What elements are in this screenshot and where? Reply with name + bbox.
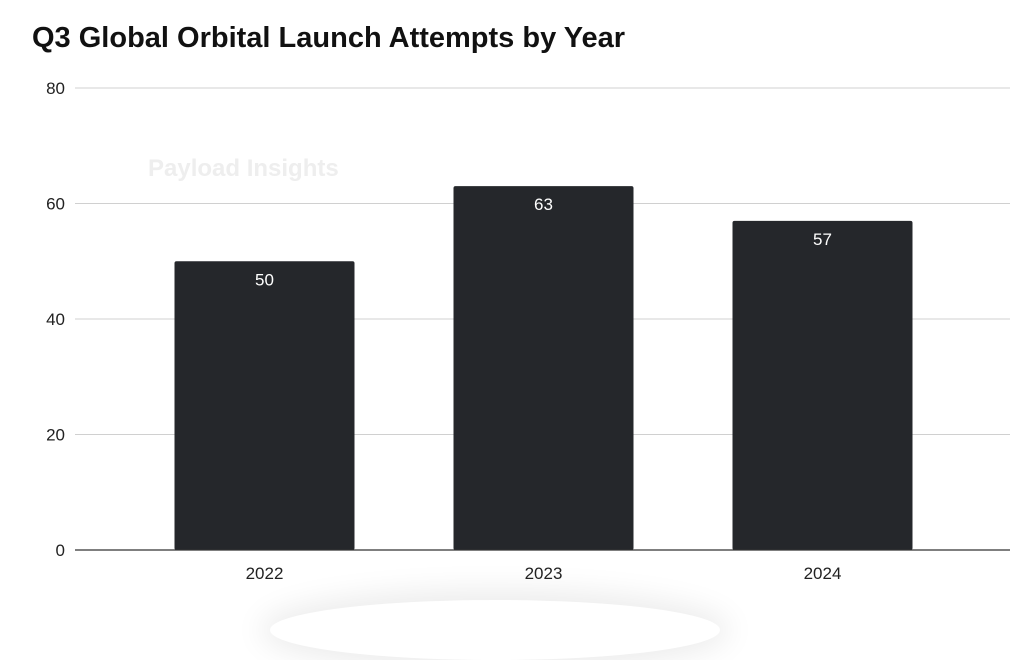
bar-chart: 0 20 40 60 80 50 2022 63 2023 57 2024 bbox=[46, 79, 1010, 583]
y-tick-label: 0 bbox=[56, 541, 65, 560]
x-tick-label: 2023 bbox=[525, 564, 563, 583]
data-label: 57 bbox=[813, 230, 832, 249]
bar bbox=[174, 261, 355, 550]
data-label: 63 bbox=[534, 195, 553, 214]
x-tick-label: 2022 bbox=[246, 564, 284, 583]
watermark: Payload Insights bbox=[148, 155, 339, 182]
chart-title: Q3 Global Orbital Launch Attempts by Yea… bbox=[32, 22, 626, 54]
bar bbox=[732, 220, 913, 550]
data-label: 50 bbox=[255, 270, 274, 289]
y-tick-label: 40 bbox=[46, 310, 65, 329]
y-tick-label: 20 bbox=[46, 426, 65, 445]
x-tick-label: 2024 bbox=[804, 564, 842, 583]
y-tick-label: 60 bbox=[46, 195, 65, 214]
y-tick-label: 80 bbox=[46, 79, 65, 98]
bar bbox=[453, 186, 634, 551]
